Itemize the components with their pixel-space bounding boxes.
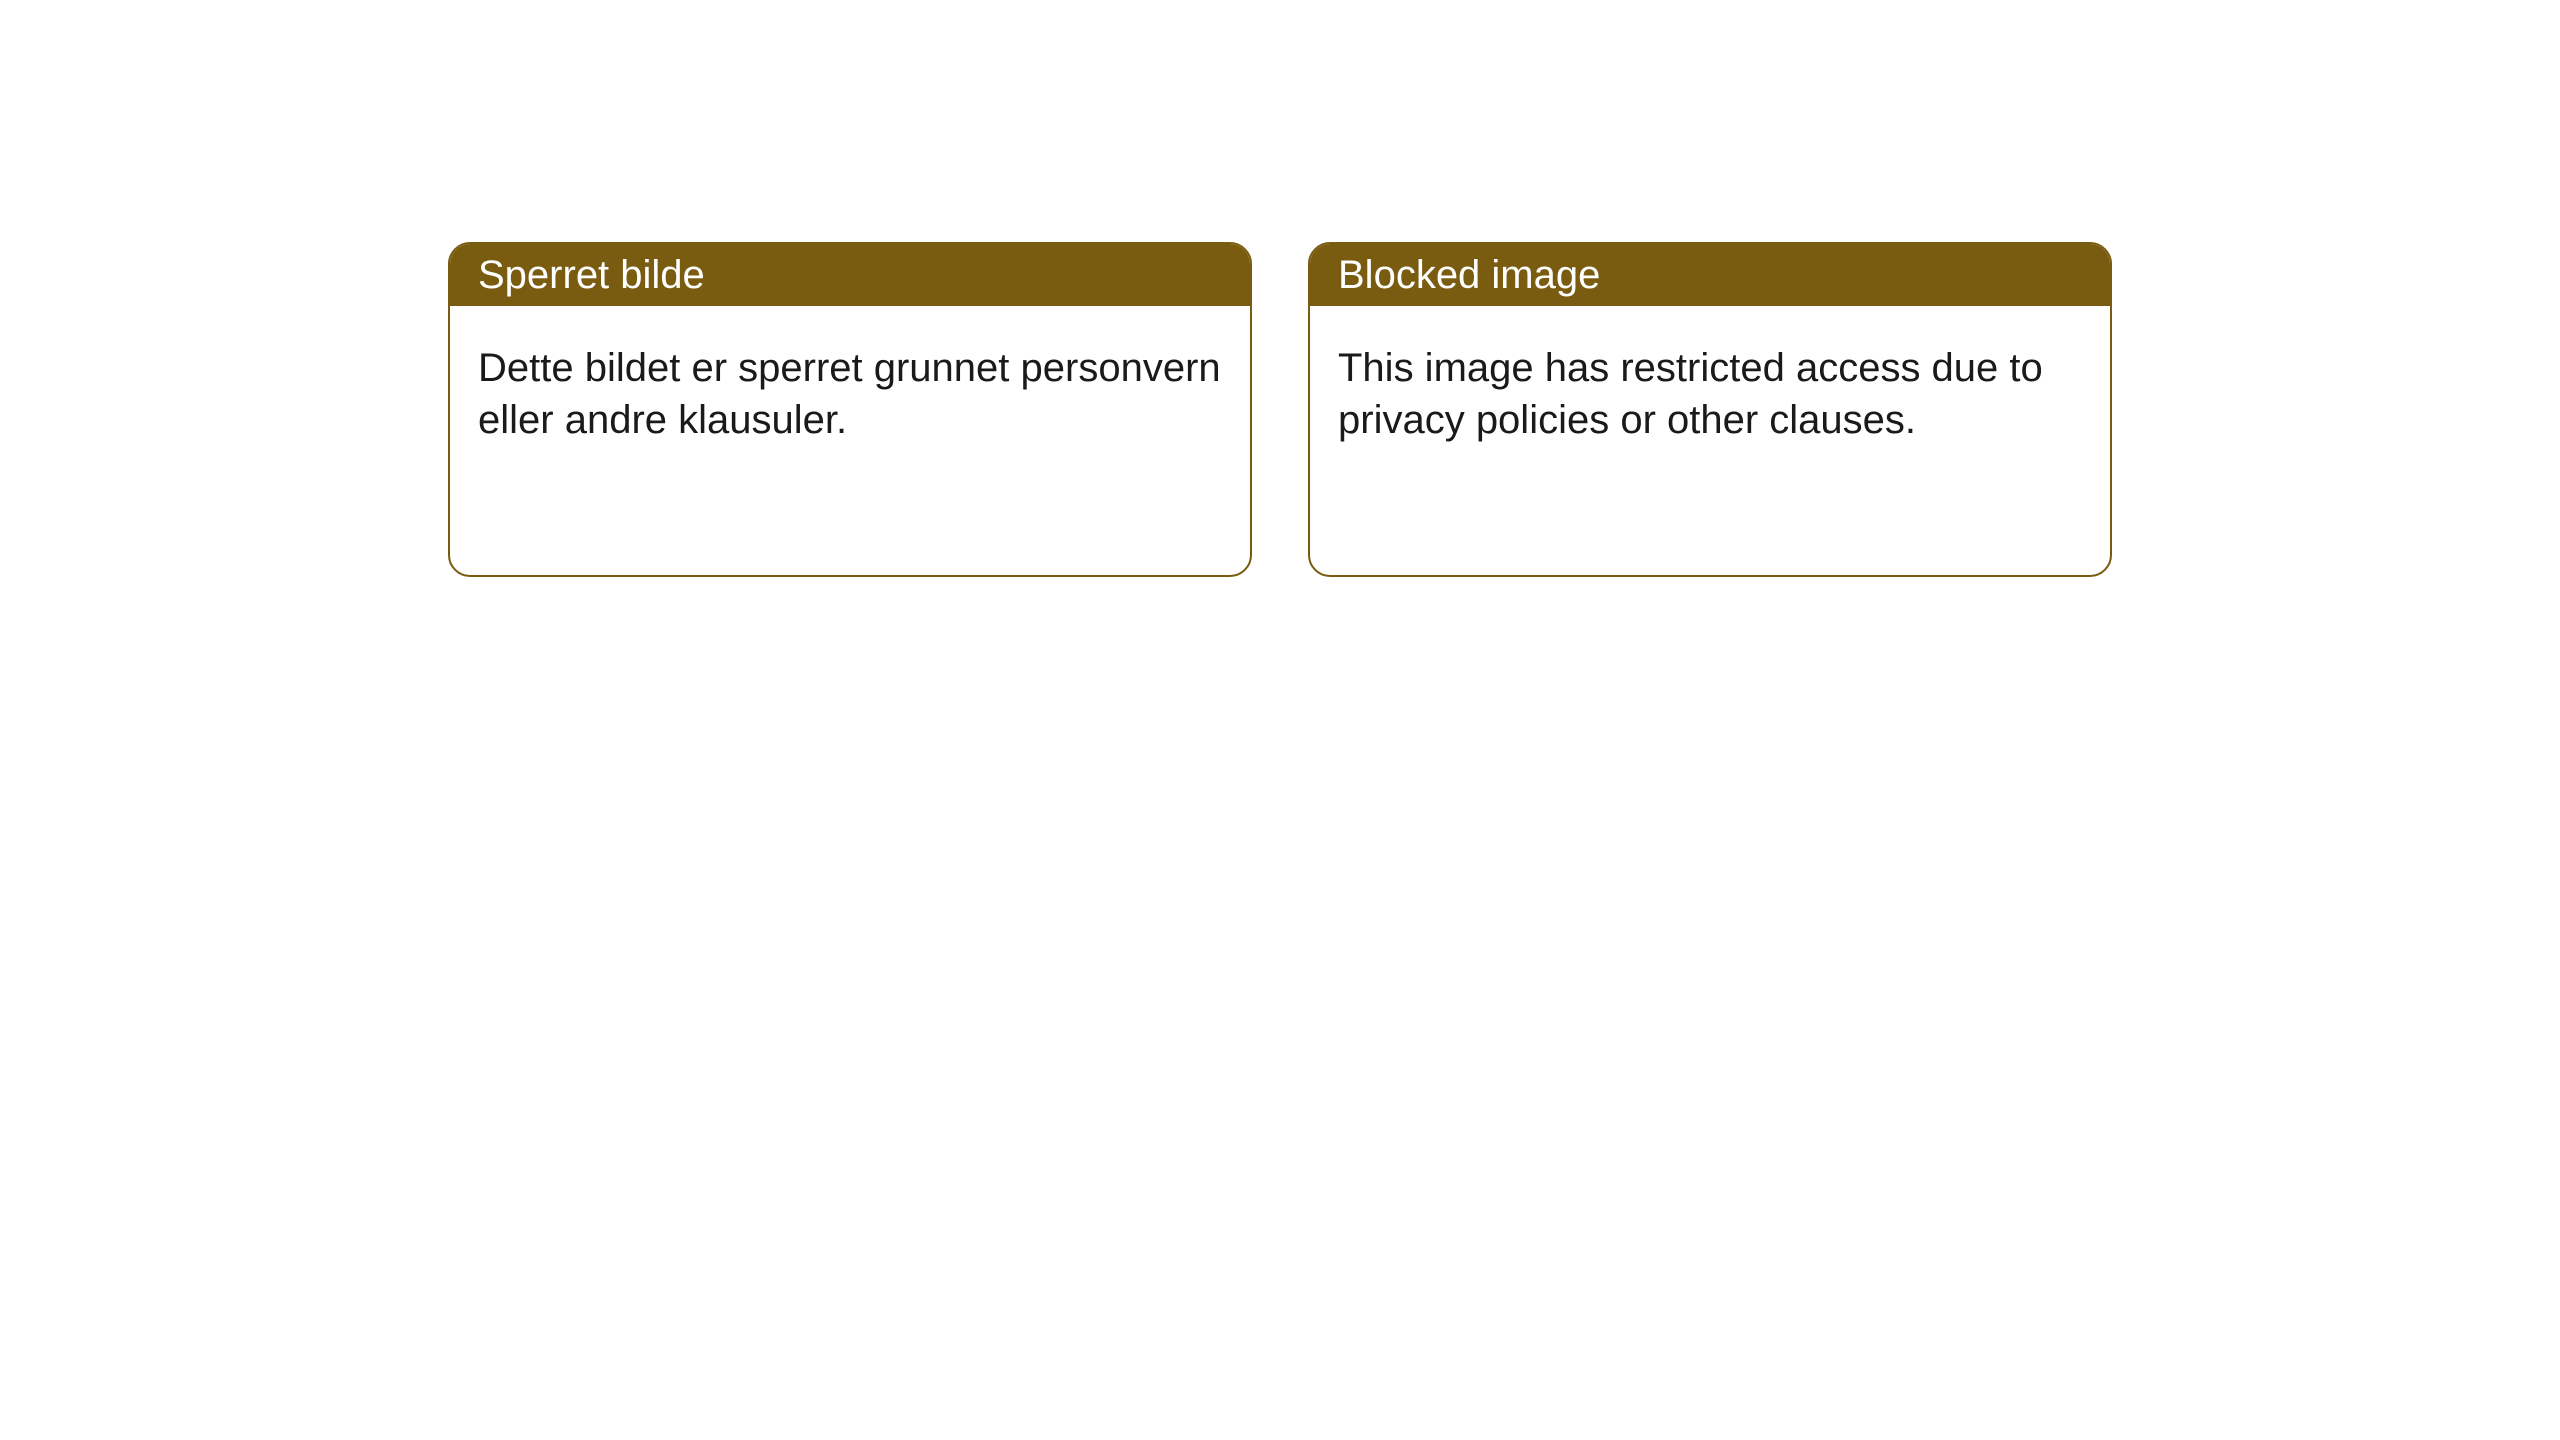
card-body-en: This image has restricted access due to … [1310, 306, 2110, 482]
blocked-image-card-en: Blocked image This image has restricted … [1308, 242, 2112, 577]
card-message-en: This image has restricted access due to … [1338, 346, 2043, 442]
card-header-en: Blocked image [1310, 244, 2110, 306]
notice-container: Sperret bilde Dette bildet er sperret gr… [0, 0, 2560, 577]
card-header-no: Sperret bilde [450, 244, 1250, 306]
blocked-image-card-no: Sperret bilde Dette bildet er sperret gr… [448, 242, 1252, 577]
card-title-en: Blocked image [1338, 253, 1600, 298]
card-message-no: Dette bildet er sperret grunnet personve… [478, 346, 1221, 442]
card-body-no: Dette bildet er sperret grunnet personve… [450, 306, 1250, 482]
card-title-no: Sperret bilde [478, 253, 705, 298]
